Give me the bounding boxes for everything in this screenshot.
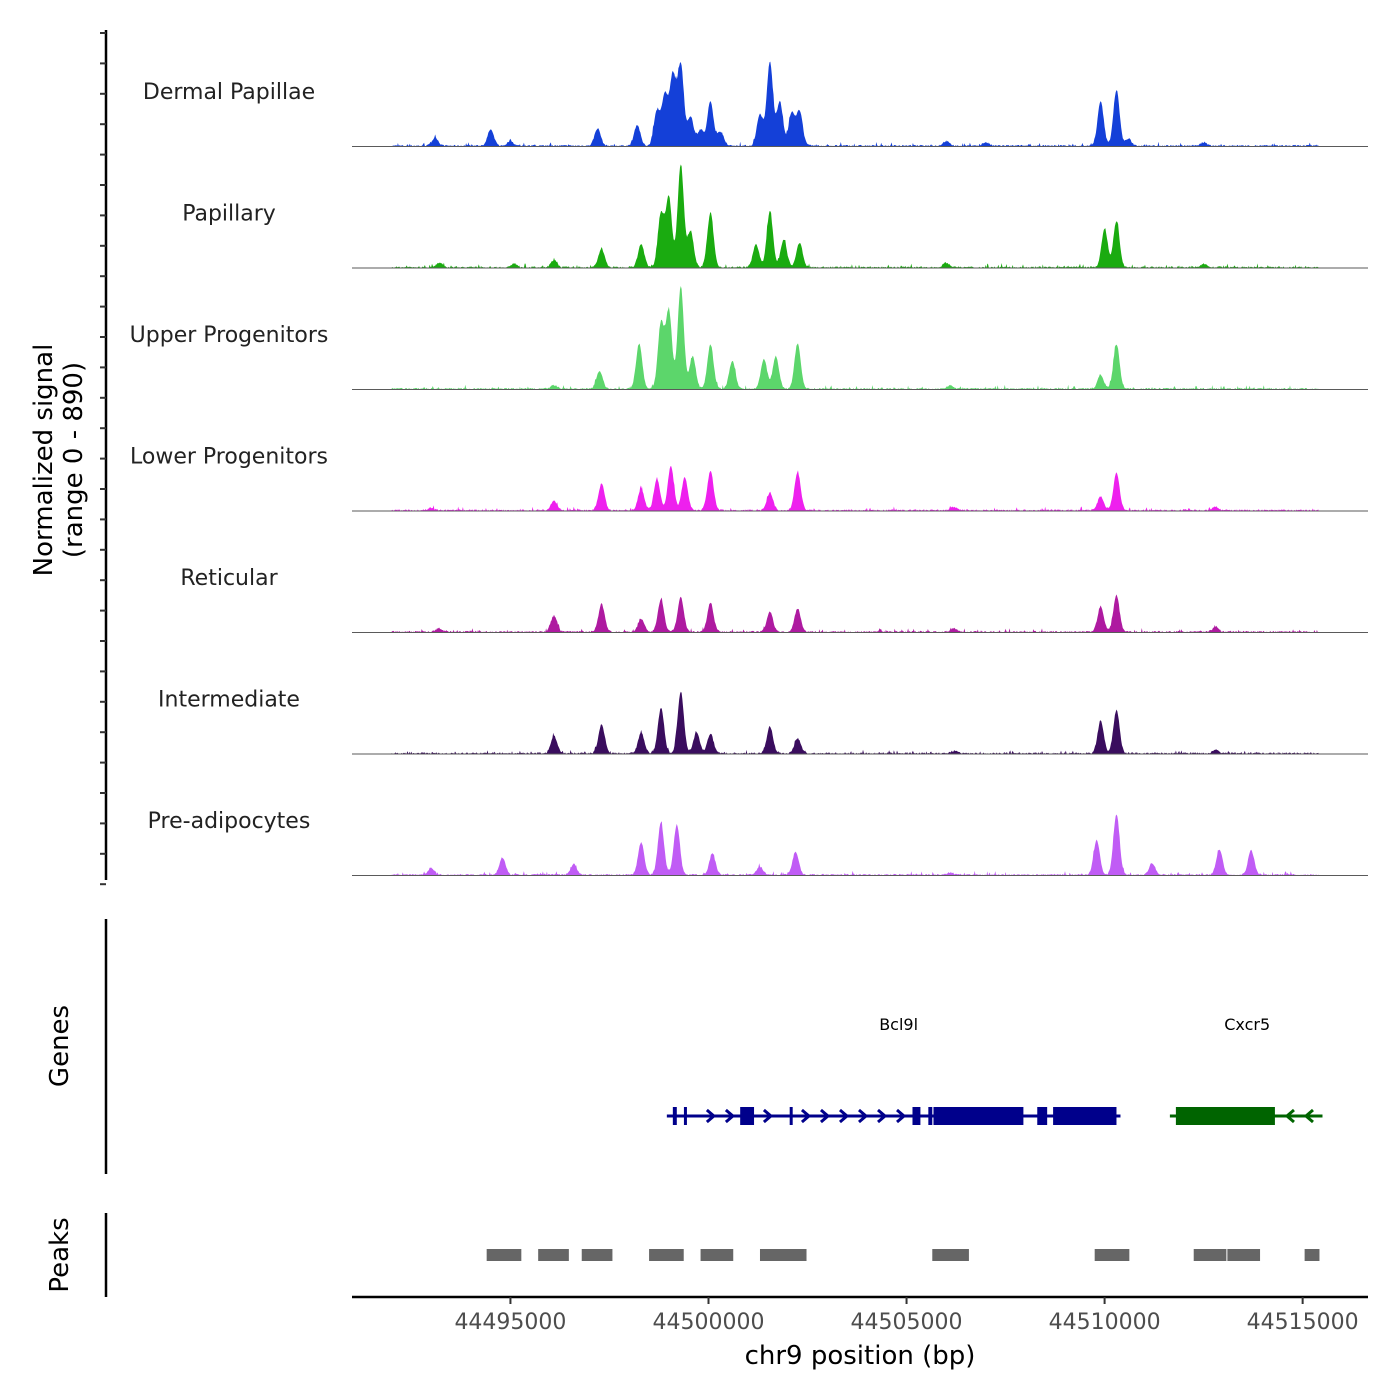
gene-exon — [912, 1107, 921, 1125]
signal-area — [391, 286, 1319, 390]
strand-arrow-icon — [1284, 1108, 1295, 1124]
gene-exon — [789, 1107, 793, 1125]
gene-exon — [933, 1107, 1024, 1125]
signal-area — [391, 61, 1319, 147]
signal-area — [391, 814, 1319, 876]
gene-exon — [683, 1107, 687, 1125]
gene-exon — [928, 1107, 933, 1125]
peak-region — [538, 1249, 569, 1261]
signal-area — [391, 164, 1319, 268]
gene-exon — [1175, 1107, 1275, 1125]
y-axis-title-line-2: (range 0 - 890) — [59, 362, 89, 558]
gene-label: Cxcr5 — [1224, 1015, 1270, 1034]
track-label: Intermediate — [158, 688, 300, 713]
x-axis-ticks: 44495000 44500000 44505000 44510000 44515000 — [454, 1297, 1359, 1335]
strand-arrow-icon — [838, 1108, 850, 1124]
track-papillary: Papillary — [182, 164, 1368, 269]
strand-arrow-icon — [896, 1108, 907, 1124]
track-label: Pre-adipocytes — [148, 809, 311, 834]
peak-region — [1094, 1249, 1130, 1261]
signal-area — [391, 691, 1319, 754]
peak-region — [486, 1249, 522, 1261]
strand-arrow-icon — [762, 1108, 774, 1124]
gene-exon — [1053, 1107, 1117, 1125]
track-dermal-papillae: Dermal Papillae — [143, 61, 1368, 147]
peak-region — [759, 1249, 807, 1261]
peaks-panel: Peaks — [45, 1213, 1320, 1297]
track-label: Upper Progenitors — [130, 323, 329, 348]
strand-arrow-icon — [724, 1108, 736, 1124]
genes-panel: Genes Bcl9l Cxcr5 — [45, 919, 1323, 1174]
gene-exon — [740, 1107, 755, 1125]
gene-label: Bcl9l — [879, 1015, 918, 1034]
x-tick-label: 44510000 — [1049, 1310, 1161, 1335]
x-tick-label: 44495000 — [454, 1310, 566, 1335]
track-intermediate: Intermediate — [158, 688, 1368, 755]
strand-arrow-icon — [819, 1108, 831, 1124]
track-pre-adipocytes: Pre-adipocytes — [148, 809, 1368, 876]
peak-region — [1304, 1249, 1320, 1261]
gene-exon — [1037, 1107, 1048, 1125]
peak-region — [1227, 1249, 1261, 1261]
x-tick-label: 44515000 — [1247, 1310, 1359, 1335]
peak-region — [581, 1249, 613, 1261]
gene-exon — [672, 1107, 677, 1125]
signal-tracks: Dermal Papillae Papillary Upper Progenitor… — [130, 61, 1368, 876]
strand-arrow-icon — [877, 1108, 888, 1124]
y-axis-title-line-1: Normalized signal — [29, 344, 59, 577]
x-axis-title: chr9 position (bp) — [745, 1341, 976, 1371]
track-lower-progenitors: Lower Progenitors — [130, 445, 1368, 512]
gene-bcl9l: Bcl9l — [666, 1015, 1121, 1125]
y-axis-title: Normalized signal (range 0 - 890) — [29, 344, 89, 577]
track-label: Dermal Papillae — [143, 80, 315, 105]
track-reticular: Reticular — [180, 566, 1368, 633]
peak-region — [1193, 1249, 1227, 1261]
genes-panel-title: Genes — [45, 1005, 75, 1087]
track-upper-progenitors: Upper Progenitors — [130, 286, 1368, 390]
peak-region — [649, 1249, 684, 1261]
signal-y-ticks — [100, 32, 106, 886]
track-label: Papillary — [182, 202, 276, 227]
strand-arrow-icon — [705, 1108, 717, 1124]
strand-arrow-icon — [800, 1108, 812, 1124]
signal-area — [391, 594, 1319, 633]
x-tick-label: 44505000 — [851, 1310, 963, 1335]
gene-cxcr5: Cxcr5 — [1169, 1015, 1323, 1125]
peak-region — [700, 1249, 734, 1261]
signal-area — [391, 466, 1319, 511]
x-tick-label: 44500000 — [652, 1310, 764, 1335]
track-label: Lower Progenitors — [130, 445, 328, 470]
strand-arrow-icon — [857, 1108, 869, 1124]
track-label: Reticular — [180, 566, 278, 591]
peak-region — [932, 1249, 969, 1261]
strand-arrow-icon — [1303, 1108, 1314, 1124]
peaks-panel-title: Peaks — [45, 1217, 75, 1292]
